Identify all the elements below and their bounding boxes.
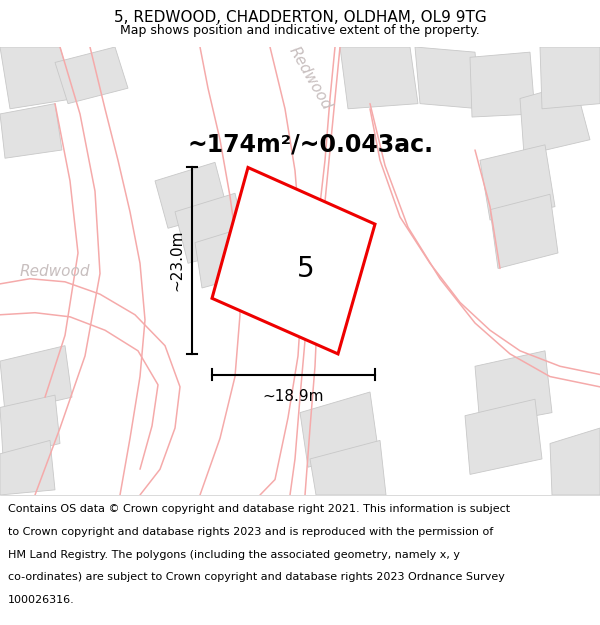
Polygon shape <box>0 346 72 413</box>
Text: 5: 5 <box>296 255 314 283</box>
Polygon shape <box>55 47 128 104</box>
Text: ~18.9m: ~18.9m <box>263 389 324 404</box>
Polygon shape <box>540 47 600 109</box>
Polygon shape <box>465 399 542 474</box>
Polygon shape <box>195 224 262 288</box>
Polygon shape <box>490 194 558 268</box>
Text: Redwood: Redwood <box>20 264 90 279</box>
Polygon shape <box>470 52 535 117</box>
Polygon shape <box>155 162 228 228</box>
Text: Map shows position and indicative extent of the property.: Map shows position and indicative extent… <box>120 24 480 37</box>
Polygon shape <box>475 351 552 426</box>
Text: Contains OS data © Crown copyright and database right 2021. This information is : Contains OS data © Crown copyright and d… <box>8 504 510 514</box>
Polygon shape <box>0 47 75 109</box>
Text: 100026316.: 100026316. <box>8 595 74 605</box>
Polygon shape <box>520 83 590 155</box>
Polygon shape <box>0 441 55 495</box>
Text: 5, REDWOOD, CHADDERTON, OLDHAM, OL9 9TG: 5, REDWOOD, CHADDERTON, OLDHAM, OL9 9TG <box>113 11 487 26</box>
Polygon shape <box>212 168 375 354</box>
Polygon shape <box>310 441 386 495</box>
Polygon shape <box>0 395 60 457</box>
Polygon shape <box>175 193 248 263</box>
Polygon shape <box>550 428 600 495</box>
Text: ~23.0m: ~23.0m <box>169 230 184 291</box>
Text: HM Land Registry. The polygons (including the associated geometry, namely x, y: HM Land Registry. The polygons (includin… <box>8 549 460 559</box>
Polygon shape <box>0 104 62 158</box>
Text: to Crown copyright and database rights 2023 and is reproduced with the permissio: to Crown copyright and database rights 2… <box>8 527 493 537</box>
Text: Redwood: Redwood <box>286 44 334 112</box>
Text: ~174m²/~0.043ac.: ~174m²/~0.043ac. <box>187 133 433 157</box>
Polygon shape <box>480 145 555 220</box>
Polygon shape <box>340 47 418 109</box>
Polygon shape <box>415 47 480 109</box>
Polygon shape <box>300 392 378 468</box>
Text: co-ordinates) are subject to Crown copyright and database rights 2023 Ordnance S: co-ordinates) are subject to Crown copyr… <box>8 572 505 582</box>
